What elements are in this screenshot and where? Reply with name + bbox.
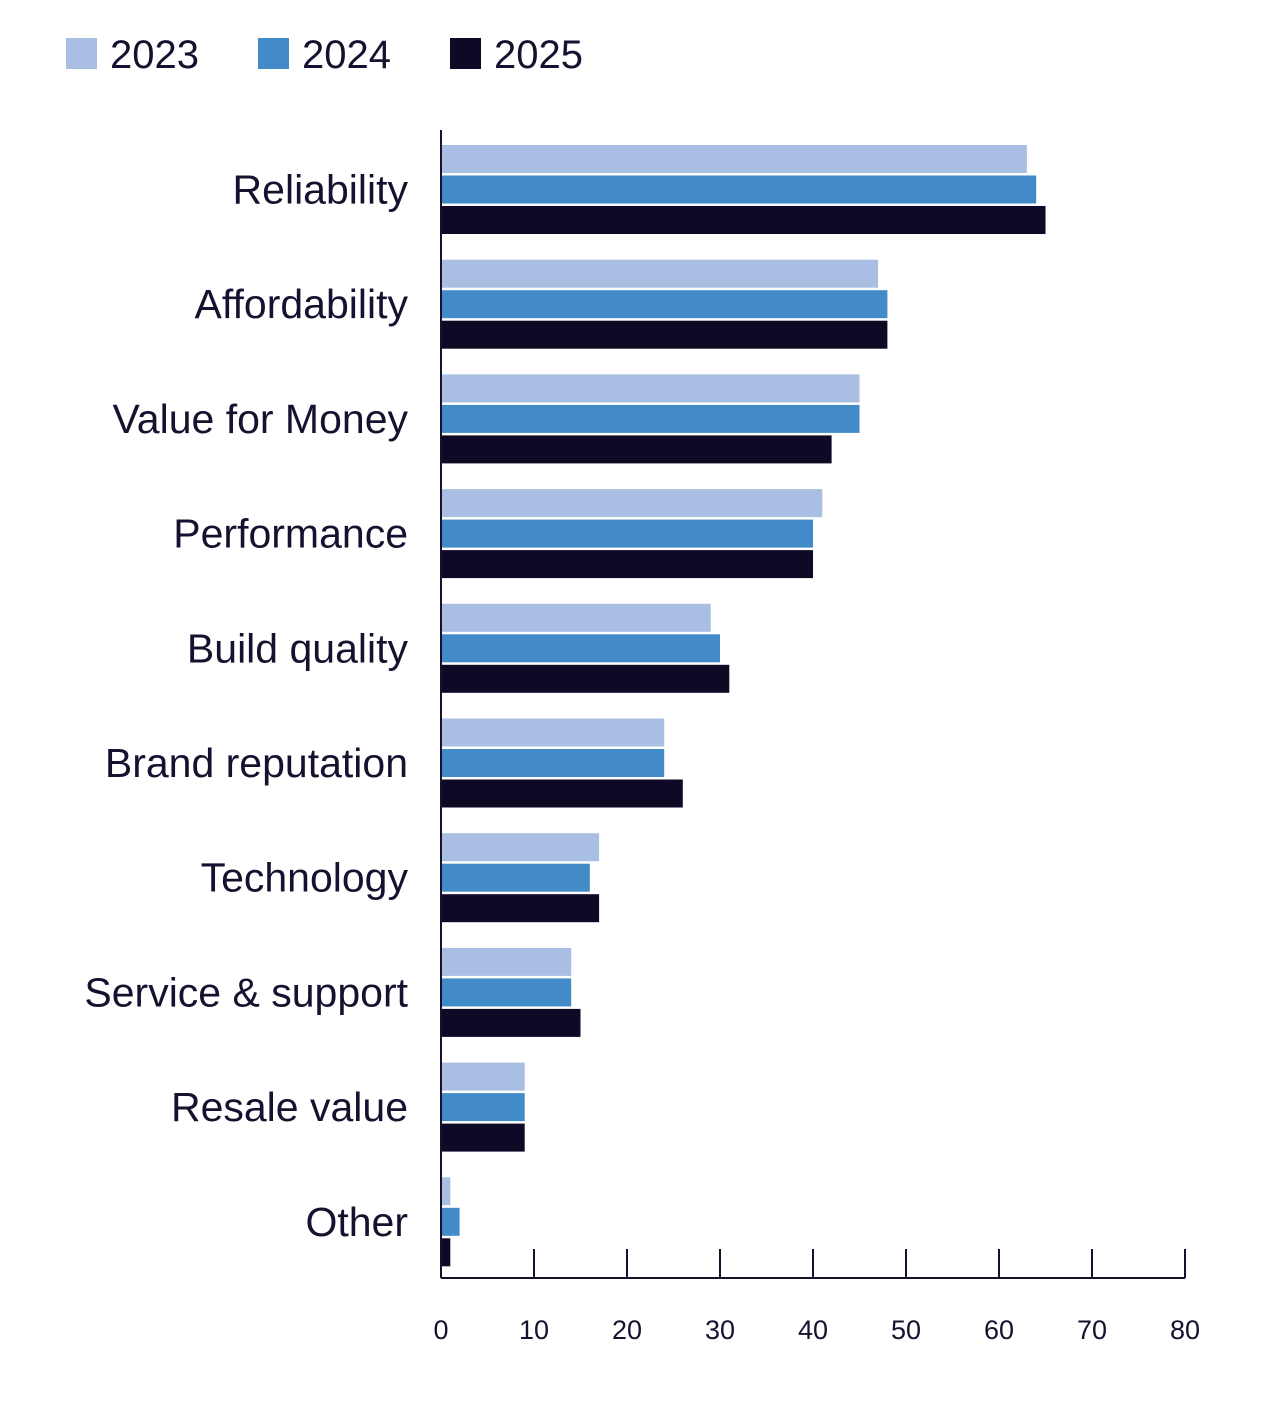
bar	[441, 1062, 525, 1091]
bar	[441, 749, 665, 777]
legend-label: 2023	[110, 33, 199, 77]
legend-label: 2025	[494, 33, 583, 77]
bar	[441, 489, 823, 518]
x-tick-label: 40	[798, 1315, 828, 1345]
bar	[441, 175, 1037, 204]
category-labels: Reliability Affordability Value for Money P…	[84, 167, 408, 1245]
legend-swatch	[450, 38, 481, 69]
legend-label: 2024	[302, 33, 391, 77]
bar	[441, 145, 1027, 173]
legend: 2023 2024 2025	[66, 33, 583, 77]
x-tick-label: 50	[891, 1315, 921, 1345]
x-tick-label: 60	[984, 1315, 1014, 1345]
bar	[441, 374, 860, 403]
category-label: Build quality	[187, 625, 409, 671]
legend-swatch	[258, 38, 289, 69]
x-tick-label: 80	[1170, 1315, 1200, 1345]
category-label: Performance	[173, 511, 408, 557]
x-tick-label: 30	[705, 1315, 735, 1345]
bar	[441, 718, 665, 747]
bar	[441, 664, 730, 693]
x-tick-label: 0	[433, 1315, 448, 1345]
bars	[441, 145, 1046, 1267]
bar	[441, 978, 572, 1007]
bar	[441, 1207, 460, 1236]
x-tick-label: 70	[1077, 1315, 1107, 1345]
bar	[441, 603, 711, 632]
bar	[441, 1238, 451, 1267]
bar	[441, 320, 888, 349]
legend-swatch	[66, 38, 97, 69]
category-label: Affordability	[195, 281, 409, 327]
legend-item-2023: 2023	[66, 33, 199, 77]
x-tick-label: 10	[519, 1315, 549, 1345]
bar	[441, 863, 590, 892]
category-label: Other	[305, 1199, 408, 1245]
category-label: Value for Money	[112, 396, 408, 442]
bar	[441, 435, 832, 464]
axes: 0 10 20 30 40 50 60 70 80	[433, 130, 1200, 1345]
category-label: Reliability	[233, 167, 409, 213]
legend-item-2025: 2025	[450, 33, 583, 77]
category-label: Resale value	[171, 1084, 408, 1130]
bar	[441, 947, 572, 976]
bar	[441, 1123, 525, 1152]
x-tick-label: 20	[612, 1315, 642, 1345]
bar	[441, 1008, 581, 1037]
category-label: Brand reputation	[105, 740, 408, 786]
bar	[441, 519, 813, 548]
bar	[441, 1093, 525, 1122]
bar	[441, 290, 888, 319]
bar	[441, 779, 683, 808]
category-label: Service & support	[84, 969, 408, 1015]
bar	[441, 259, 879, 288]
bar	[441, 550, 813, 579]
legend-item-2024: 2024	[258, 33, 391, 77]
bar	[441, 1177, 451, 1206]
bar	[441, 404, 860, 433]
category-label: Technology	[201, 855, 409, 901]
bar	[441, 894, 600, 923]
bar	[441, 206, 1046, 234]
bar	[441, 833, 600, 862]
bar	[441, 634, 720, 663]
